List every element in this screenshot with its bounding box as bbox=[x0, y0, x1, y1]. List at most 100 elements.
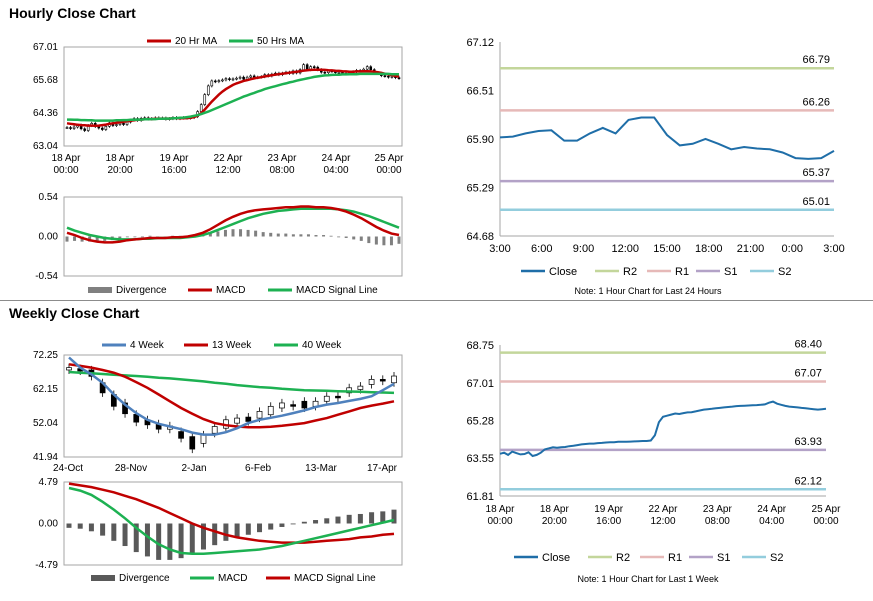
hourly-divergence-bar bbox=[367, 236, 371, 244]
hourly-levels-xtick: 12:00 bbox=[611, 243, 639, 255]
weekly-divergence-bar bbox=[391, 509, 397, 524]
hourly-price-ytick: 63.04 bbox=[33, 141, 58, 152]
weekly-divergence-bar bbox=[88, 523, 94, 532]
hourly-candle-body bbox=[242, 76, 245, 80]
hourly-levels-xtick: 18:00 bbox=[695, 243, 723, 255]
weekly-candle-body bbox=[200, 434, 207, 444]
weekly-divergence-bars bbox=[66, 509, 397, 560]
weekly-levels-xtick: 19 Apr 16:00 bbox=[594, 504, 624, 527]
weekly-legend-4w-label: 4 Week bbox=[130, 340, 165, 351]
hourly-candle-body bbox=[210, 80, 214, 87]
weekly-divergence-bar bbox=[111, 523, 117, 541]
weekly-legend-macd-label: MACD bbox=[218, 573, 247, 584]
weekly-divergence-bar bbox=[268, 523, 274, 530]
weekly-levels-xtick: 23 Apr 08:00 bbox=[703, 504, 733, 527]
hourly-candle-body bbox=[69, 127, 72, 129]
weekly-divergence-bar bbox=[178, 523, 184, 559]
hourly-divergence-bar bbox=[216, 231, 220, 237]
hourly-candle-body bbox=[214, 80, 217, 83]
hourly-candle-body bbox=[206, 85, 210, 95]
weekly-divergence-bar bbox=[324, 518, 330, 524]
hourly-levels-xtick: 6:00 bbox=[531, 243, 552, 255]
hourly-macd-ytick: 0.54 bbox=[39, 192, 59, 203]
hourly-legend-divergence-swatch bbox=[88, 287, 112, 293]
weekly-levels-ytick: 63.55 bbox=[466, 453, 494, 465]
weekly-legend-divergence-swatch bbox=[91, 575, 115, 581]
weekly-price-xtick: 28-Nov bbox=[115, 463, 147, 474]
weekly-price-xtick: 2-Jan bbox=[181, 463, 206, 474]
weekly-divergence-bar bbox=[167, 523, 173, 560]
weekly-price-ytick: 52.04 bbox=[33, 418, 58, 429]
hourly-divergence-bar bbox=[208, 232, 212, 237]
hourly-candle-body bbox=[115, 124, 118, 126]
weekly-levels-note: Note: 1 Hour Chart for Last 1 Week bbox=[578, 574, 719, 584]
hourly-levels-ytick: 67.12 bbox=[466, 37, 494, 49]
hourly-divergence-bar bbox=[389, 236, 393, 246]
hourly-divergence-bar bbox=[322, 235, 326, 237]
hourly-legend-divergence-label: Divergence bbox=[116, 285, 167, 296]
weekly-divergence-bar bbox=[212, 523, 218, 546]
weekly-candle-body bbox=[323, 395, 330, 402]
weekly-divergence-bar bbox=[313, 520, 319, 524]
hourly-ma20-line bbox=[66, 68, 400, 128]
weekly-levels-ytick: 67.01 bbox=[466, 378, 494, 390]
hourly-divergence-bar bbox=[329, 235, 333, 237]
hourly-levels-level-label-s1: 65.37 bbox=[802, 167, 830, 179]
hourly-divergence-bar bbox=[344, 236, 348, 238]
hourly-candle-body bbox=[65, 127, 69, 129]
hourly-legend-macd-label: MACD bbox=[216, 285, 245, 296]
hourly-candle-body bbox=[387, 75, 390, 78]
weekly-levels-legend-r1-label: R1 bbox=[668, 552, 682, 564]
weekly-levels-xtick: 18 Apr 00:00 bbox=[486, 504, 516, 527]
weekly-levels-xtick: 22 Apr 12:00 bbox=[649, 504, 679, 527]
weekly-candle-body bbox=[301, 400, 308, 409]
weekly-macd-ytick: 4.79 bbox=[39, 477, 59, 488]
weekly-levels-legend-s2-label: S2 bbox=[770, 552, 783, 564]
section-divider bbox=[0, 300, 873, 301]
weekly-divergence-bar bbox=[223, 523, 229, 541]
weekly-price-xtick: 6-Feb bbox=[245, 463, 272, 474]
weekly-candle-body bbox=[211, 426, 218, 434]
weekly-legend-13w-label: 13 Week bbox=[212, 340, 252, 351]
hourly-candle-body bbox=[312, 66, 316, 69]
hourly-divergence-bar bbox=[269, 232, 273, 237]
hourly-candle-body bbox=[217, 80, 221, 82]
hourly-legend-ma20-label: 20 Hr MA bbox=[175, 36, 218, 47]
weekly-levels-xtick: 18 Apr 20:00 bbox=[540, 504, 570, 527]
hourly-levels-ytick: 65.90 bbox=[466, 134, 494, 146]
weekly-macd-line bbox=[68, 486, 395, 556]
hourly-price-ytick: 64.36 bbox=[33, 108, 58, 119]
weekly-levels-level-label-s2: 62.12 bbox=[794, 475, 822, 487]
hourly-candle-body bbox=[365, 66, 369, 70]
weekly-divergence-bar bbox=[156, 523, 162, 560]
hourly-divergence-bar bbox=[65, 236, 69, 242]
weekly-4w-line bbox=[68, 356, 395, 436]
hourly-levels-xtick: 0:00 bbox=[782, 243, 803, 255]
weekly-divergence-bar bbox=[200, 523, 206, 550]
hourly-divergence-bar bbox=[359, 236, 363, 241]
hourly-legend-signal-label: MACD Signal Line bbox=[296, 285, 378, 296]
hourly-divergence-bar bbox=[337, 236, 341, 238]
hourly-divergence-bar bbox=[382, 236, 386, 246]
weekly-divergence-bar bbox=[144, 523, 150, 557]
weekly-price-xtick: 24-Oct bbox=[53, 463, 83, 474]
weekly-divergence-bar bbox=[279, 523, 285, 527]
hourly-price-xtick: 22 Apr 12:00 bbox=[214, 153, 244, 176]
hourly-candle-body bbox=[302, 64, 305, 70]
hourly-price-xtick: 18 Apr 20:00 bbox=[106, 153, 136, 176]
weekly-divergence-bar bbox=[346, 514, 352, 524]
hourly-divergence-bar bbox=[118, 236, 122, 239]
hourly-levels-xtick: 15:00 bbox=[653, 243, 681, 255]
hourly-divergence-bar bbox=[140, 236, 144, 238]
hourly-price-plot-frame bbox=[63, 46, 403, 147]
weekly-price-xtick: 17-Apr bbox=[367, 463, 398, 474]
hourly-price-xtick: 24 Apr 04:00 bbox=[322, 153, 352, 176]
hourly-candle-body bbox=[104, 125, 108, 130]
hourly-divergence-bar bbox=[306, 234, 310, 237]
hourly-levels-level-label-r2: 66.79 bbox=[802, 54, 830, 66]
hourly-levels-level-label-s2: 65.01 bbox=[802, 196, 830, 208]
hourly-divergence-bar bbox=[133, 236, 137, 238]
hourly-candle-body bbox=[383, 75, 387, 77]
hourly-candle-body bbox=[231, 78, 235, 81]
